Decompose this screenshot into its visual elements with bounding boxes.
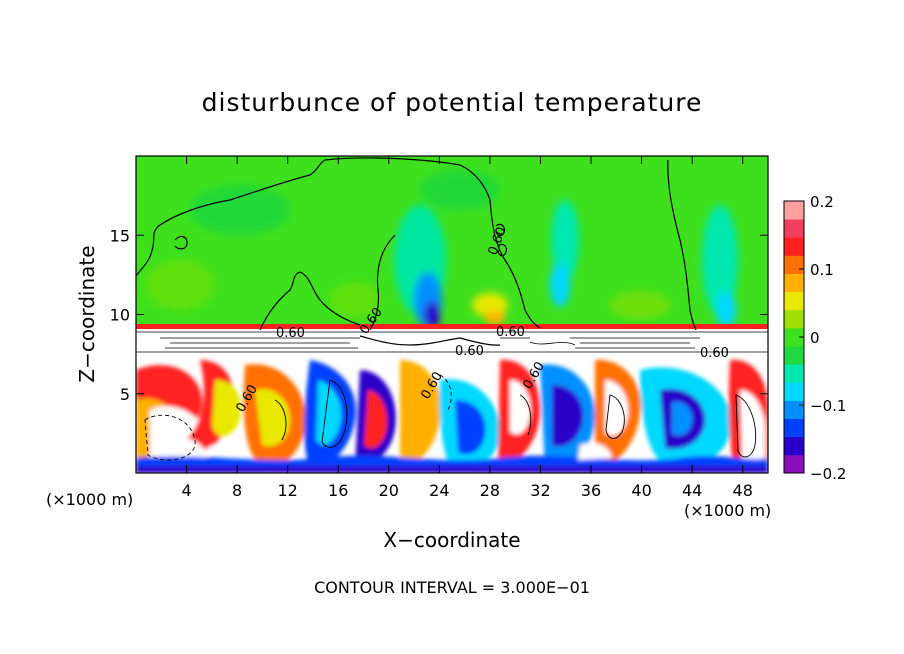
contour-label: 0.60 — [496, 325, 525, 340]
colorbar-swatch — [784, 382, 804, 401]
chart-title: disturbunce of potential temperature — [202, 88, 703, 117]
x-tick-label: 44 — [682, 481, 702, 500]
colorbar-swatch — [784, 219, 804, 238]
x-tick-label: 36 — [581, 481, 601, 500]
colorbar-tick-label: −0.1 — [810, 397, 846, 415]
y-tick-label: 5 — [120, 385, 130, 404]
lower-layer-contours — [144, 374, 757, 461]
x-tick-label: 12 — [278, 481, 298, 500]
x-unit-right: (×1000 m) — [684, 501, 771, 520]
colorbar-swatch — [784, 255, 804, 274]
stable-layer — [136, 329, 768, 356]
colorbar-swatch — [784, 418, 804, 438]
colorbar-swatch — [784, 400, 804, 419]
y-axis: 5 10 15 — [110, 226, 768, 404]
x-tick-label: 40 — [631, 481, 651, 500]
colorbar-tick-label: −0.2 — [810, 465, 846, 483]
x-unit-left: (×1000 m) — [46, 490, 133, 509]
colorbar-swatch — [784, 201, 804, 220]
colorbar-tick-label: 0 — [810, 329, 820, 347]
colorbar-swatch — [784, 309, 804, 329]
x-axis: 4 8 12 16 20 24 28 32 36 40 44 48 — [181, 156, 753, 500]
x-axis-label: X−coordinate — [383, 528, 520, 552]
colorbar-swatch — [784, 436, 804, 456]
colorbar-tick-label: 0.2 — [810, 193, 834, 211]
y-tick-label: 15 — [110, 226, 130, 245]
contour-label: 0.60 — [276, 326, 305, 341]
upper-layer-anomalies — [145, 170, 738, 329]
contour-interval-note: CONTOUR INTERVAL = 3.000E−01 — [314, 578, 590, 597]
x-tick-label: 32 — [530, 481, 550, 500]
x-tick-label: 16 — [328, 481, 348, 500]
contour-label: 0.60 — [455, 344, 484, 359]
plot-area: 0.60 0.60 0.60 0.60 0.60 0.60 0.60 0.60 … — [136, 156, 768, 473]
x-tick-label: 48 — [733, 481, 753, 500]
x-tick-label: 24 — [429, 481, 449, 500]
colorbar-swatch — [784, 327, 804, 347]
red-band — [136, 324, 768, 329]
x-tick-label: 8 — [232, 481, 242, 500]
x-tick-label: 20 — [379, 481, 399, 500]
colorbar-swatch — [784, 454, 804, 474]
x-tick-label: 28 — [480, 481, 500, 500]
colorbar: 0.2 0.1 0 −0.1 −0.2 — [783, 193, 846, 483]
colorbar-tick-label: 0.1 — [810, 261, 834, 279]
y-axis-label: Z−coordinate — [75, 245, 99, 382]
colorbar-swatch — [784, 346, 804, 365]
colorbar-swatch — [784, 291, 804, 311]
x-tick-label: 4 — [181, 481, 191, 500]
contour-label: 0.60 — [700, 346, 729, 361]
stable-layer-lines — [136, 331, 768, 353]
colorbar-swatch — [784, 237, 804, 256]
upper-layer-contours — [136, 157, 697, 331]
lower-layer-eddies — [136, 359, 768, 473]
colorbar-swatch — [784, 273, 804, 293]
y-tick-label: 10 — [110, 306, 130, 325]
colorbar-swatch — [784, 364, 804, 383]
